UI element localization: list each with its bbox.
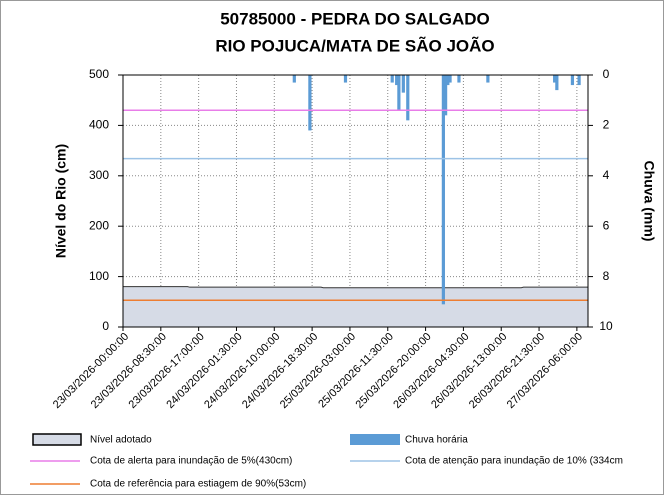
rain-bar — [577, 75, 581, 86]
rain-bar — [570, 75, 575, 86]
rain-bar — [457, 75, 461, 83]
chart-title: 50785000 - PEDRA DO SALGADO — [220, 9, 490, 28]
y2-tick-label: 8 — [603, 269, 610, 283]
y2-tick-label: 2 — [603, 118, 610, 132]
y2-axis-title: Chuva (mm) — [641, 161, 657, 242]
rain-bar — [390, 75, 394, 83]
rain-bar — [486, 75, 490, 83]
legend-swatch — [32, 433, 82, 446]
rain-bar — [308, 75, 312, 131]
y2-tick-label: 6 — [603, 218, 610, 232]
y-tick-label: 400 — [89, 118, 109, 132]
rain-bar — [292, 75, 296, 83]
rain-bar — [343, 75, 348, 83]
legend-label: Cota de alerta para inundação de 5%(430c… — [90, 456, 292, 467]
rain-bar — [553, 75, 557, 83]
y-tick-label: 200 — [89, 218, 109, 232]
y-tick-label: 300 — [89, 168, 109, 182]
level-area — [122, 286, 589, 328]
rain-bar — [401, 75, 405, 93]
y-tick-label: 500 — [89, 67, 109, 81]
legend-label: Chuva horária — [405, 435, 468, 446]
y2-tick-label: 0 — [603, 67, 610, 81]
rain-bar — [444, 75, 448, 116]
rain-bar — [406, 75, 410, 121]
y-tick-label: 100 — [89, 269, 109, 283]
y-axis-title: Nível do Rio (cm) — [53, 144, 69, 258]
rain-bar — [446, 75, 450, 86]
y2-tick-label: 10 — [599, 319, 613, 333]
rain-bar — [395, 75, 399, 86]
rain-bar — [555, 75, 559, 91]
rain-bar — [448, 75, 452, 83]
y-tick-label: 0 — [102, 319, 109, 333]
legend-label: Cota de atenção para inundação de 10% (3… — [405, 456, 623, 467]
legend-label: Nível adotado — [90, 435, 152, 446]
rain-bar — [441, 75, 445, 305]
legend-label: Cota de referência para estiagem de 90%(… — [90, 479, 306, 490]
chart-title: RIO POJUCA/MATA DE SÃO JOÃO — [215, 35, 494, 55]
plot-frame — [122, 74, 589, 328]
rain-bar — [397, 75, 401, 111]
y2-tick-label: 4 — [603, 168, 610, 182]
legend-swatch — [350, 434, 400, 445]
